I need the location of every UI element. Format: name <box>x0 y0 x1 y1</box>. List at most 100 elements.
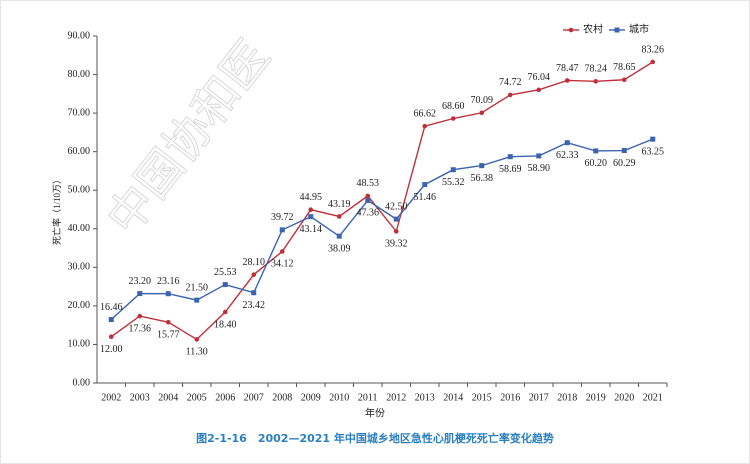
marker <box>393 216 399 222</box>
x-tick-label: 2017 <box>529 392 549 403</box>
x-tick-label: 2010 <box>329 392 349 403</box>
data-label: 34.12 <box>271 259 294 270</box>
data-label: 38.09 <box>328 243 351 254</box>
marker <box>536 87 542 93</box>
data-label: 58.69 <box>499 164 522 175</box>
marker <box>336 214 342 219</box>
y-tick-label: 10.00 <box>68 339 91 350</box>
marker <box>137 313 143 319</box>
x-tick-label: 2004 <box>158 392 178 403</box>
x-tick-label: 2014 <box>443 392 463 403</box>
x-tick-label: 2007 <box>244 392 264 403</box>
caption: 图2-1-16 2002—2021 年中国城乡地区急性心肌梗死死亡率变化趋势 <box>196 431 554 445</box>
data-label: 23.42 <box>243 300 266 311</box>
marker <box>251 272 257 277</box>
data-label: 12.00 <box>100 344 123 355</box>
marker <box>650 59 656 65</box>
marker <box>564 140 570 146</box>
marker <box>222 309 228 315</box>
data-label: 48.53 <box>357 178 380 189</box>
x-tick-label: 2011 <box>358 392 378 403</box>
data-label: 74.72 <box>499 77 522 88</box>
y-axis-label: 死亡率（1/10万） <box>51 175 62 245</box>
marker <box>137 291 143 297</box>
marker <box>536 153 542 159</box>
marker <box>251 290 257 296</box>
data-label: 11.30 <box>186 347 208 358</box>
data-label: 60.20 <box>585 158 608 169</box>
data-label: 39.72 <box>271 212 294 223</box>
data-label: 47.36 <box>357 208 380 219</box>
x-tick-label: 2016 <box>500 392 520 403</box>
marker <box>422 123 428 129</box>
marker <box>279 249 285 254</box>
marker <box>165 291 171 297</box>
data-label: 78.65 <box>613 62 636 73</box>
x-tick-label: 2015 <box>472 392 492 403</box>
marker <box>365 197 371 203</box>
marker <box>479 110 485 116</box>
y-tick-label: 40.00 <box>68 223 91 234</box>
marker <box>165 319 171 325</box>
y-tick-label: 80.00 <box>68 69 91 80</box>
data-label: 78.24 <box>585 64 608 75</box>
marker <box>593 148 599 154</box>
y-tick-label: 0.00 <box>73 377 91 388</box>
data-label: 39.32 <box>385 239 408 250</box>
data-label: 66.62 <box>414 108 437 119</box>
marker <box>564 78 570 83</box>
data-label: 58.90 <box>528 163 551 174</box>
x-tick-label: 2020 <box>614 392 634 403</box>
data-label: 83.26 <box>642 44 665 55</box>
marker <box>621 148 627 154</box>
x-tick-label: 2002 <box>101 392 121 403</box>
marker <box>365 193 371 199</box>
x-tick-label: 2003 <box>130 392 150 403</box>
marker <box>108 317 114 323</box>
marker <box>308 207 314 212</box>
y-tick-label: 90.00 <box>68 30 91 41</box>
data-label: 17.36 <box>129 323 152 334</box>
legend-marker <box>614 27 620 33</box>
x-tick-label: 2021 <box>643 392 663 403</box>
data-label: 51.46 <box>414 192 437 203</box>
data-label: 60.29 <box>613 158 636 169</box>
marker <box>279 227 285 233</box>
x-tick-label: 2006 <box>215 392 235 403</box>
marker <box>507 92 513 98</box>
data-label: 43.19 <box>328 199 351 210</box>
data-label: 55.32 <box>442 177 465 188</box>
x-axis-label: 年份 <box>365 406 385 419</box>
y-tick-label: 20.00 <box>68 300 91 311</box>
data-label: 18.40 <box>214 319 237 330</box>
data-label: 25.53 <box>214 267 237 278</box>
marker <box>650 136 656 142</box>
marker <box>222 282 228 288</box>
legend-label: 城市 <box>629 22 649 35</box>
data-label: 42.50 <box>385 201 408 212</box>
marker <box>450 116 456 121</box>
x-tick-label: 2012 <box>386 392 406 403</box>
data-label: 56.38 <box>471 173 494 184</box>
x-tick-label: 2019 <box>586 392 606 403</box>
data-label: 28.10 <box>243 257 266 268</box>
series-line <box>110 61 654 341</box>
data-label: 43.14 <box>300 224 323 235</box>
marker <box>507 154 513 160</box>
data-label: 68.60 <box>442 101 465 112</box>
x-tick-label: 2008 <box>272 392 292 403</box>
data-label: 62.33 <box>556 150 579 161</box>
x-tick-label: 2018 <box>557 392 577 403</box>
data-label: 23.16 <box>157 276 180 287</box>
data-label: 44.95 <box>300 192 323 203</box>
data-label: 21.50 <box>186 282 209 293</box>
legend-label: 农村 <box>583 22 603 35</box>
series-line <box>110 138 654 321</box>
marker <box>308 214 314 220</box>
x-tick-label: 2009 <box>301 392 321 403</box>
data-label: 63.25 <box>642 146 665 157</box>
marker <box>593 79 599 84</box>
data-label: 70.09 <box>471 95 494 106</box>
marker <box>336 233 342 239</box>
